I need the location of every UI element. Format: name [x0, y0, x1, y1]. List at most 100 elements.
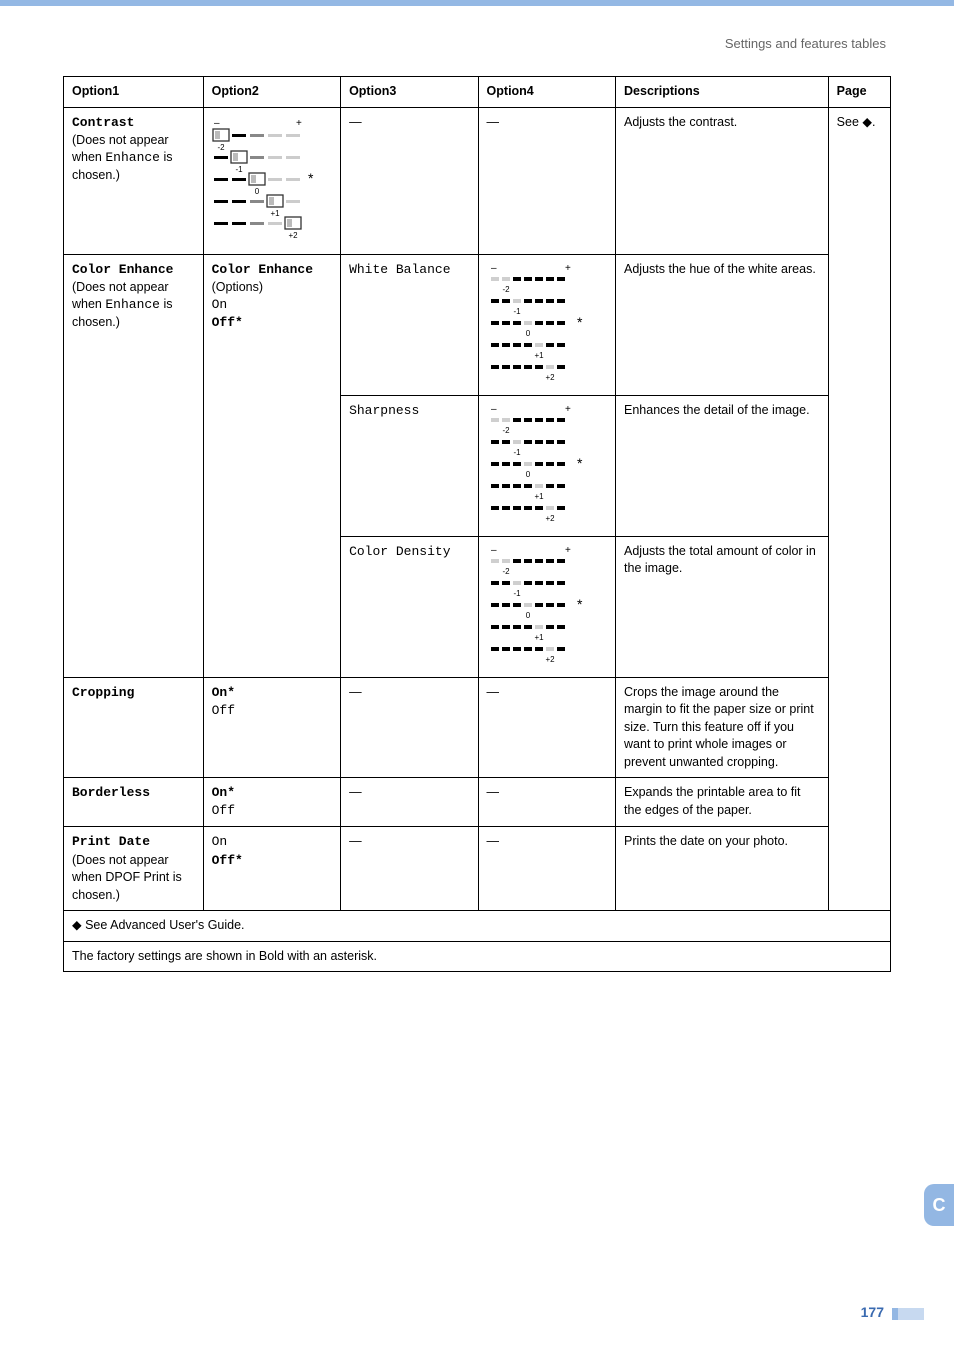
svg-text:*: * [577, 314, 583, 330]
page-number-bar [892, 1308, 924, 1320]
printdate-desc: Prints the date on your photo. [616, 827, 829, 911]
svg-text:+1: +1 [270, 209, 280, 218]
row-color-enhance-wb: Color Enhance (Does not appear when Enha… [64, 254, 891, 395]
col-head-descriptions: Descriptions [616, 77, 829, 108]
color-density-graphic-cell: –+-2-10*+1+2 [478, 536, 615, 677]
cropping-off: Off [212, 703, 235, 718]
color-enhance-opt2-off: Off* [212, 315, 243, 330]
svg-text:0: 0 [525, 329, 530, 338]
color-enhance-opt2: Color Enhance (Options) On Off* [203, 254, 340, 677]
contrast-opt4: — [478, 107, 615, 254]
page-number: 177 [861, 1304, 884, 1320]
color-density-label: Color Density [349, 544, 450, 559]
svg-text:-2: -2 [502, 426, 510, 435]
cropping-opt1: Cropping [64, 677, 204, 778]
sharpness-opt3: Sharpness [341, 395, 478, 536]
svg-text:–: – [214, 118, 220, 129]
svg-text:*: * [577, 455, 583, 471]
cropping-opt2: On* Off [203, 677, 340, 778]
svg-text:+2: +2 [545, 373, 555, 382]
contrast-desc: Adjusts the contrast. [616, 107, 829, 254]
footnote-a: ◆ See Advanced User's Guide. [64, 911, 891, 942]
borderless-off: Off [212, 803, 235, 818]
page-ref-cell: See ◆. [828, 107, 890, 911]
cropping-on: On* [212, 685, 235, 700]
footnote-b-row: The factory settings are shown in Bold w… [64, 941, 891, 972]
table-header-row: Option1 Option2 Option3 Option4 Descript… [64, 77, 891, 108]
white-balance-slider: – + -2 -1 0 * +1 +2 [487, 263, 607, 389]
white-balance-graphic-cell: – + -2 -1 0 * +1 +2 [478, 254, 615, 395]
contrast-opt3: — [341, 107, 478, 254]
settings-table: Option1 Option2 Option3 Option4 Descript… [63, 76, 891, 972]
svg-text:–: – [491, 263, 497, 274]
color-enhance-opt2-options: (Options) [212, 280, 263, 294]
svg-text:+2: +2 [288, 231, 298, 240]
svg-text:0: 0 [525, 611, 530, 620]
sharpness-graphic-cell: – + -2 -1 0 * +1 +2 [478, 395, 615, 536]
printdate-opt2: On Off* [203, 827, 340, 911]
printdate-opt4: — [478, 827, 615, 911]
printdate-label: Print Date [72, 834, 150, 849]
svg-text:*: * [308, 170, 314, 186]
col-head-option1: Option1 [64, 77, 204, 108]
svg-text:+2: +2 [545, 655, 555, 664]
chapter-tab: C [924, 1184, 954, 1226]
svg-text:+2: +2 [545, 514, 555, 523]
sharpness-slider: – + -2 -1 0 * +1 +2 [487, 404, 607, 530]
svg-text:-1: -1 [235, 165, 243, 174]
contrast-label: Contrast [72, 115, 134, 130]
svg-text:*: * [577, 596, 583, 612]
sharpness-label: Sharpness [349, 403, 419, 418]
contrast-opt1: Contrast (Does not appear when Enhance i… [64, 107, 204, 254]
contrast-slider-graphic: –+-2-10*+1+2 [212, 118, 332, 248]
svg-text:–: – [491, 404, 497, 415]
white-balance-opt3: White Balance [341, 254, 478, 395]
svg-text:+1: +1 [534, 351, 544, 360]
printdate-opt3: — [341, 827, 478, 911]
contrast-note-inline: Enhance [105, 150, 160, 165]
color-enhance-opt1: Color Enhance (Does not appear when Enha… [64, 254, 204, 677]
printdate-note: (Does not appear when DPOF Print is chos… [72, 853, 182, 902]
row-print-date: Print Date (Does not appear when DPOF Pr… [64, 827, 891, 911]
svg-text:+: + [565, 263, 571, 274]
borderless-on: On* [212, 785, 235, 800]
svg-text:+: + [296, 118, 302, 129]
col-head-option3: Option3 [341, 77, 478, 108]
svg-text:-1: -1 [513, 448, 521, 457]
svg-text:+1: +1 [534, 492, 544, 501]
row-borderless: Borderless On* Off — — Expands the print… [64, 778, 891, 827]
color-enhance-opt2-on: On [212, 297, 228, 312]
borderless-label: Borderless [72, 785, 150, 800]
svg-text:-1: -1 [513, 307, 521, 316]
color-density-desc: Adjusts the total amount of color in the… [616, 536, 829, 677]
printdate-opt1: Print Date (Does not appear when DPOF Pr… [64, 827, 204, 911]
svg-text:-2: -2 [217, 143, 225, 152]
svg-text:+: + [565, 545, 571, 556]
svg-text:-2: -2 [502, 285, 510, 294]
white-balance-label: White Balance [349, 262, 450, 277]
svg-text:-1: -1 [513, 589, 521, 598]
section-header: Settings and features tables [0, 6, 954, 51]
footnote-a-text: See Advanced User's Guide. [85, 918, 244, 932]
row-contrast: Contrast (Does not appear when Enhance i… [64, 107, 891, 254]
printdate-off: Off* [212, 853, 243, 868]
cropping-opt4: — [478, 677, 615, 778]
borderless-opt4: — [478, 778, 615, 827]
borderless-opt2: On* Off [203, 778, 340, 827]
footnote-a-row: ◆ See Advanced User's Guide. [64, 911, 891, 942]
col-head-option4: Option4 [478, 77, 615, 108]
footnote-b: The factory settings are shown in Bold w… [64, 941, 891, 972]
color-enhance-label: Color Enhance [72, 262, 173, 277]
borderless-desc: Expands the printable area to fit the ed… [616, 778, 829, 827]
col-head-page: Page [828, 77, 890, 108]
svg-text:-2: -2 [502, 567, 510, 576]
col-head-option2: Option2 [203, 77, 340, 108]
white-balance-desc: Adjusts the hue of the white areas. [616, 254, 829, 395]
color-enhance-opt2-header: Color Enhance [212, 262, 313, 277]
borderless-opt1: Borderless [64, 778, 204, 827]
svg-text:0: 0 [525, 470, 530, 479]
svg-text:–: – [491, 545, 497, 556]
borderless-opt3: — [341, 778, 478, 827]
svg-text:+: + [565, 404, 571, 415]
contrast-opt2-graphic: –+-2-10*+1+2 [203, 107, 340, 254]
